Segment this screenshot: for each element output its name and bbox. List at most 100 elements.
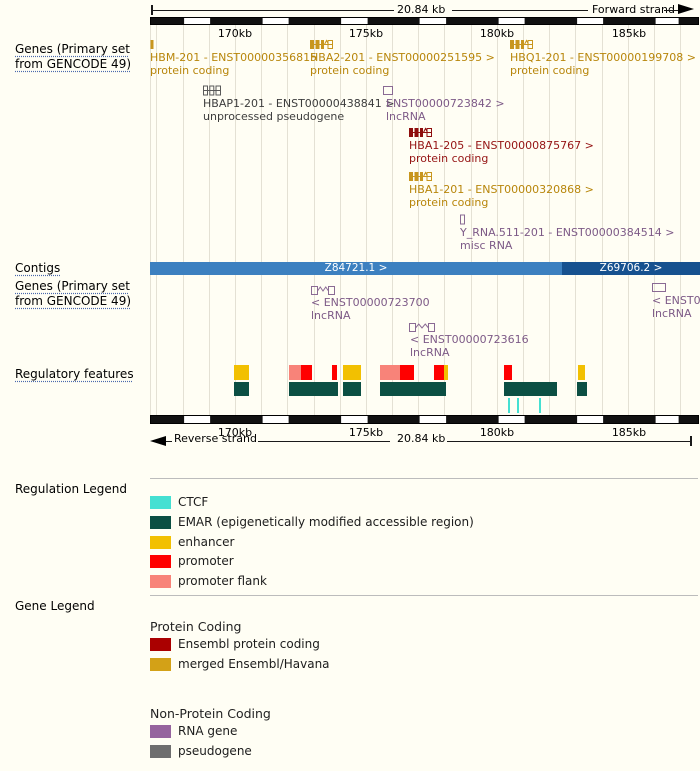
bottom-ruler (150, 415, 699, 424)
regulatory-feature-promoter_flank[interactable] (289, 365, 301, 380)
gene-biotype: protein coding (510, 64, 590, 77)
regulatory-feature-emar[interactable] (577, 382, 587, 396)
regulation-legend-title: Regulation Legend (15, 482, 127, 496)
gene-legend-title: Gene Legend (15, 599, 95, 613)
legend-item-label: enhancer (178, 534, 235, 549)
contig-segment[interactable]: Z69706.2 > (562, 262, 700, 275)
ruler-tick-label: 170kb (217, 27, 253, 40)
legend-item-label: pseudogene (178, 743, 252, 758)
gridline (156, 25, 158, 415)
gene-label[interactable]: < ENST00000723616 (410, 333, 529, 346)
gridline (444, 25, 446, 415)
gridline (601, 25, 603, 415)
transcript-structure-glyph[interactable] (510, 38, 533, 51)
gridline (339, 25, 341, 415)
scale-line (166, 441, 172, 442)
contig-segment[interactable]: Z84721.1 > (150, 262, 562, 275)
regulatory-feature-emar[interactable] (504, 382, 557, 396)
scale-line (258, 441, 390, 442)
reverse-strand-label: Reverse strand (174, 432, 257, 445)
regulatory-feature-ctcf[interactable] (539, 398, 541, 413)
gene-biotype: lncRNA (410, 346, 450, 359)
scale-line (664, 9, 678, 11)
gridline (313, 25, 315, 415)
transcript-structure-glyph[interactable] (409, 170, 432, 183)
regulatory-feature-emar[interactable] (234, 382, 249, 396)
ruler-tick-label: 180kb (479, 426, 515, 439)
gridline (470, 25, 472, 415)
gene-legend-swatch (150, 744, 171, 758)
gene-biotype: lncRNA (652, 307, 692, 320)
track-label-genes-forward[interactable]: Genes (Primary set from GENCODE 49) (15, 42, 132, 71)
regulatory-feature-enhancer[interactable] (578, 365, 585, 380)
regulatory-feature-enhancer[interactable] (444, 365, 448, 380)
transcript-structure-glyph[interactable] (311, 283, 335, 296)
gridline (496, 25, 498, 415)
gridline (365, 25, 367, 415)
regulatory-feature-emar[interactable] (380, 382, 446, 396)
gene-label[interactable]: HBA2-201 - ENST00000251595 > (310, 51, 495, 64)
track-label-genes-reverse[interactable]: Genes (Primary set from GENCODE 49) (15, 279, 132, 308)
gene-biotype: lncRNA (386, 110, 426, 123)
gridline (234, 25, 236, 415)
gene-legend-swatch (150, 657, 171, 671)
gridline (261, 25, 263, 415)
gridline (523, 25, 525, 415)
regulatory-feature-promoter_flank[interactable] (380, 365, 400, 380)
gene-label[interactable]: < ENST00 (652, 294, 700, 307)
gene-label[interactable]: HBQ1-201 - ENST00000199708 > (510, 51, 696, 64)
legend-item-label: CTCF (178, 495, 209, 509)
gene-biotype: unprocessed pseudogene (203, 110, 345, 123)
legend-item-label: merged Ensembl/Havana (178, 656, 330, 671)
gene-label[interactable]: HBAP1-201 - ENST00000438841 > (203, 97, 395, 110)
reverse-strand-arrow-icon (150, 436, 166, 446)
scale-line (447, 441, 691, 442)
transcript-structure-glyph[interactable] (150, 38, 154, 51)
gridline (575, 25, 577, 415)
gene-label[interactable]: HBA1-201 - ENST00000320868 > (409, 183, 594, 196)
emar-legend-swatch (150, 515, 171, 529)
gene-label[interactable]: < ENST00000723700 (311, 296, 430, 309)
regulatory-feature-enhancer[interactable] (234, 365, 249, 380)
regulatory-feature-emar[interactable] (343, 382, 361, 396)
transcript-structure-glyph[interactable] (310, 38, 333, 51)
regulatory-feature-promoter[interactable] (434, 365, 444, 380)
promoter-legend-swatch (150, 555, 171, 569)
regulatory-feature-enhancer[interactable] (343, 365, 361, 380)
gene-label[interactable]: ENST00000723842 > (386, 97, 505, 110)
promoter-legend-swatch (150, 575, 171, 589)
ruler-tick-label: 175kb (348, 426, 384, 439)
regulatory-feature-promoter[interactable] (301, 365, 312, 380)
regulatory-feature-emar[interactable] (289, 382, 338, 396)
divider (150, 478, 698, 479)
gene-label[interactable]: HBM-201 - ENST00000356815 (150, 51, 318, 64)
regulatory-feature-promoter[interactable] (332, 365, 337, 380)
gridline (654, 25, 655, 415)
scale-end-tick (151, 5, 153, 15)
ruler-tick-label: 185kb (611, 426, 647, 439)
regulatory-feature-ctcf[interactable] (508, 398, 510, 413)
transcript-structure-glyph[interactable] (652, 281, 666, 294)
gene-label[interactable]: Y_RNA.511-201 - ENST00000384514 > (460, 226, 675, 239)
gene-biotype: protein coding (409, 196, 489, 209)
track-label-regulatory[interactable]: Regulatory features (15, 367, 134, 381)
transcript-structure-glyph[interactable] (203, 84, 221, 97)
transcript-structure-glyph[interactable] (409, 320, 435, 333)
scale-span-label: 20.84 kb (397, 3, 446, 16)
gene-label[interactable]: HBA1-205 - ENST00000875767 > (409, 139, 594, 152)
regulatory-feature-promoter[interactable] (504, 365, 512, 380)
legend-item-label: EMAR (epigenetically modified accessible… (178, 514, 474, 529)
regulatory-feature-promoter[interactable] (400, 365, 414, 380)
ruler-tick-label: 170kb (217, 426, 253, 439)
track-label-contigs[interactable]: Contigs (15, 261, 61, 275)
legend-item-label: RNA gene (178, 724, 238, 738)
gene-legend-swatch (150, 725, 171, 738)
transcript-structure-glyph[interactable] (409, 126, 432, 139)
gridline (627, 25, 629, 415)
gridline (418, 25, 420, 415)
transcript-structure-glyph[interactable] (383, 84, 393, 97)
regulatory-feature-ctcf[interactable] (517, 398, 519, 413)
gene-legend-section-title: Protein Coding (150, 619, 242, 634)
transcript-structure-glyph[interactable] (460, 213, 465, 226)
